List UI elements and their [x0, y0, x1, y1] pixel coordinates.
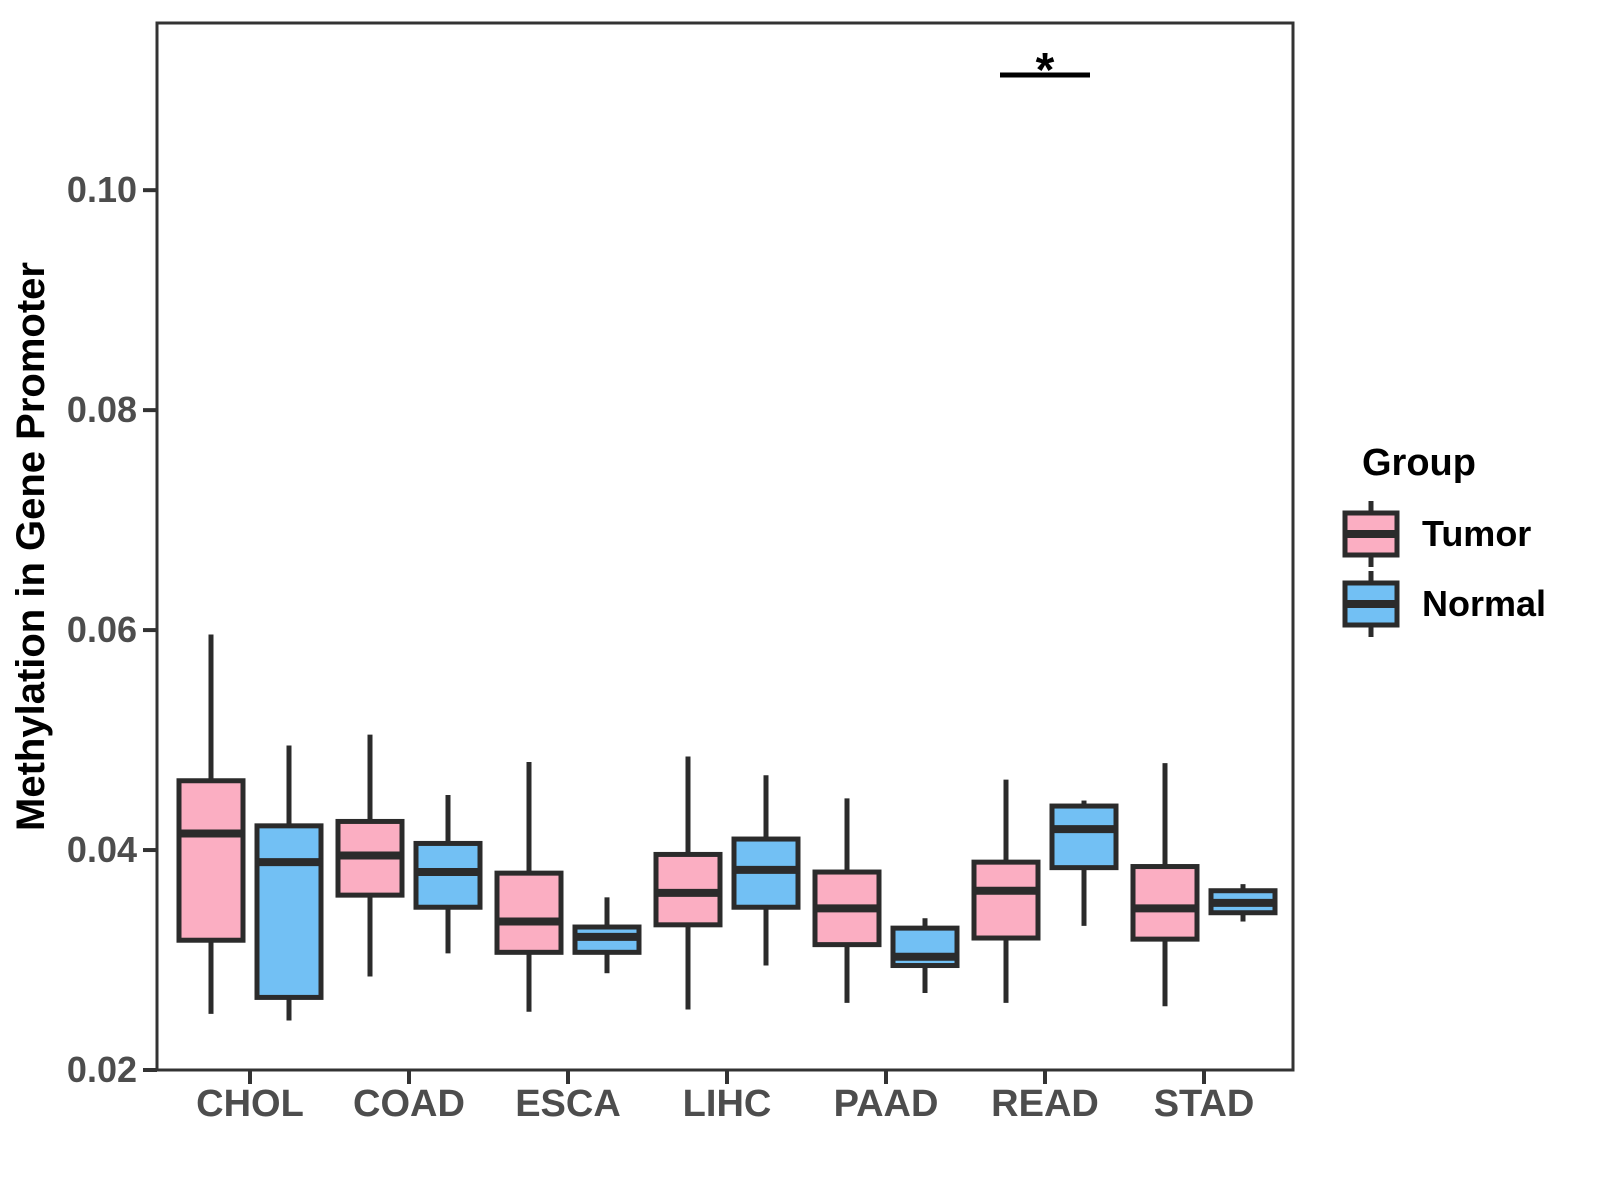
y-tick-label: 0.06 — [67, 609, 137, 650]
box-normal-CHOL — [254, 823, 324, 1000]
y-axis-title: Methylation in Gene Promoter — [9, 262, 53, 831]
y-tick-label: 0.08 — [67, 389, 137, 430]
panel-border — [155, 21, 1295, 1072]
tumor-boxplot-key-icon — [1342, 501, 1400, 567]
legend-label-tumor: Tumor — [1422, 513, 1532, 554]
y-tick-label: 0.04 — [67, 829, 137, 870]
box-tumor-STAD — [1130, 864, 1200, 942]
y-tick-label: 0.10 — [67, 169, 137, 210]
box-normal-READ — [1049, 803, 1119, 871]
x-tick-label: COAD — [353, 1083, 465, 1125]
legend-title: Group — [1362, 442, 1476, 484]
legend-label-normal: Normal — [1422, 583, 1547, 624]
box-tumor-ESCA — [494, 870, 564, 955]
x-tick-label: LIHC — [683, 1083, 772, 1125]
y-tick-label: 0.02 — [67, 1049, 137, 1090]
x-tick-label: CHOL — [196, 1083, 304, 1125]
x-tick-label: READ — [991, 1083, 1099, 1125]
normal-boxplot-key-icon — [1342, 571, 1400, 637]
x-tick-label: STAD — [1154, 1083, 1255, 1125]
legend-item-normal: Normal — [1340, 569, 1590, 639]
legend-item-tumor: Tumor — [1340, 499, 1590, 569]
box-tumor-READ — [971, 859, 1041, 941]
box-tumor-CHOL — [176, 778, 246, 943]
legend: Group Tumor Normal — [1340, 442, 1590, 639]
x-tick-label: PAAD — [834, 1083, 939, 1125]
x-tick-label: ESCA — [515, 1083, 621, 1125]
significance-star: * — [1036, 44, 1055, 97]
